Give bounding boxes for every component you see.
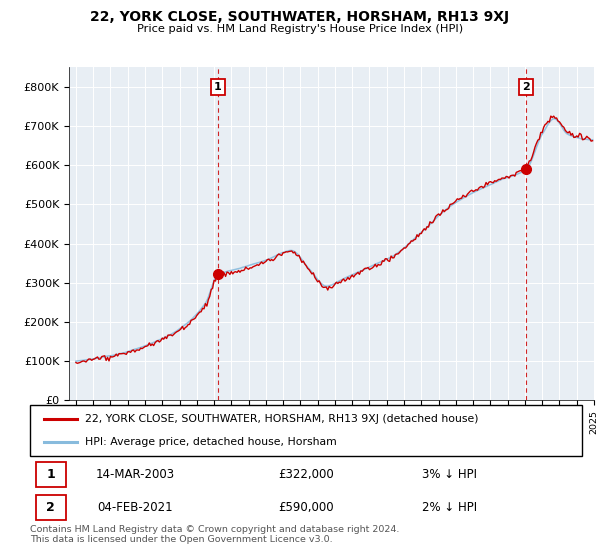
Text: £322,000: £322,000 — [278, 468, 334, 481]
Text: 2: 2 — [46, 501, 55, 514]
Text: £590,000: £590,000 — [278, 501, 334, 514]
FancyBboxPatch shape — [30, 405, 582, 456]
Text: 22, YORK CLOSE, SOUTHWATER, HORSHAM, RH13 9XJ (detached house): 22, YORK CLOSE, SOUTHWATER, HORSHAM, RH1… — [85, 414, 479, 424]
Text: 1: 1 — [214, 82, 221, 92]
Text: Contains HM Land Registry data © Crown copyright and database right 2024.
This d: Contains HM Land Registry data © Crown c… — [30, 525, 400, 544]
Text: 14-MAR-2003: 14-MAR-2003 — [95, 468, 175, 481]
Text: HPI: Average price, detached house, Horsham: HPI: Average price, detached house, Hors… — [85, 437, 337, 447]
Text: 04-FEB-2021: 04-FEB-2021 — [97, 501, 173, 514]
FancyBboxPatch shape — [35, 462, 66, 487]
FancyBboxPatch shape — [35, 495, 66, 520]
Text: 2% ↓ HPI: 2% ↓ HPI — [422, 501, 477, 514]
Text: 22, YORK CLOSE, SOUTHWATER, HORSHAM, RH13 9XJ: 22, YORK CLOSE, SOUTHWATER, HORSHAM, RH1… — [91, 10, 509, 24]
Text: 3% ↓ HPI: 3% ↓ HPI — [422, 468, 477, 481]
Text: 1: 1 — [46, 468, 55, 481]
Text: Price paid vs. HM Land Registry's House Price Index (HPI): Price paid vs. HM Land Registry's House … — [137, 24, 463, 34]
Text: 2: 2 — [523, 82, 530, 92]
